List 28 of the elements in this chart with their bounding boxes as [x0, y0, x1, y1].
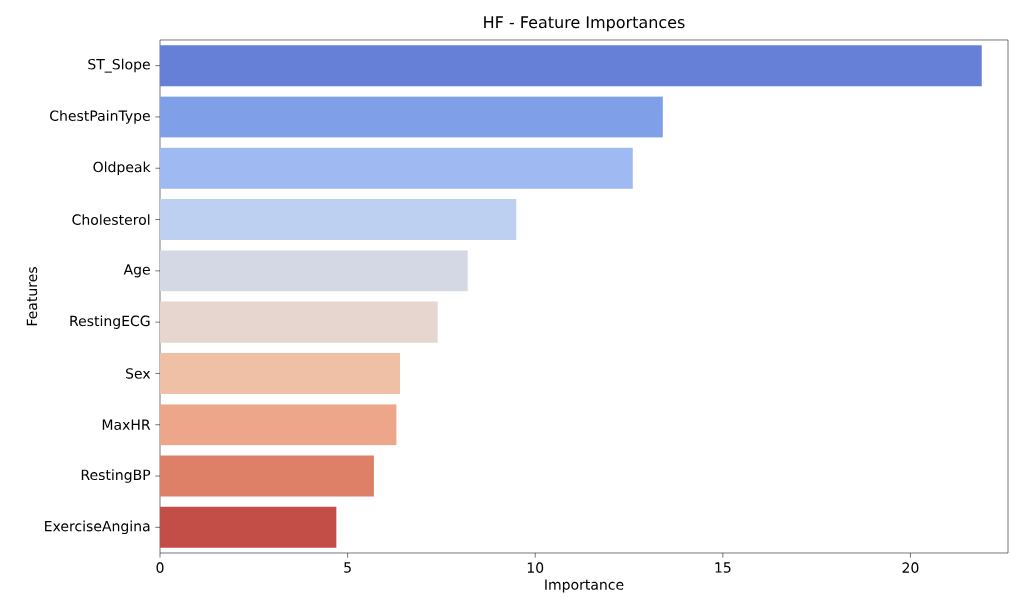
- y-tick-label: Cholesterol: [72, 214, 150, 225]
- y-tick-label: Age: [123, 264, 150, 278]
- x-tick-label: 15: [715, 562, 731, 573]
- bar: [160, 404, 397, 446]
- bar: [160, 301, 438, 343]
- bar: [160, 250, 468, 292]
- x-tick-label: 10: [527, 562, 544, 573]
- bar: [160, 45, 982, 87]
- bar: [160, 352, 401, 394]
- y-tick-label: Oldpeak: [93, 161, 151, 176]
- y-tick-label: ChestPainType: [50, 110, 150, 124]
- bar: [160, 199, 517, 241]
- bar: [160, 506, 337, 548]
- bar: [160, 455, 374, 497]
- bar: [160, 96, 663, 138]
- y-tick-label: MaxHR: [102, 419, 151, 430]
- bar: [160, 147, 633, 189]
- y-tick-label: ExerciseAngina: [45, 520, 150, 535]
- x-tick-label: 0: [156, 562, 164, 573]
- y-axis-title: Features: [26, 267, 38, 326]
- x-tick-label: 5: [344, 562, 351, 573]
- x-tick-label: 20: [902, 562, 919, 573]
- y-tick-label: Sex: [126, 368, 151, 379]
- y-tick-label: RestingBP: [81, 469, 151, 483]
- x-axis-title: Importance: [545, 579, 624, 593]
- chart-title: HF - Feature Importances: [484, 16, 685, 32]
- y-tick-label: RestingECG: [70, 315, 150, 329]
- y-tick-label: ST_Slope: [88, 58, 150, 73]
